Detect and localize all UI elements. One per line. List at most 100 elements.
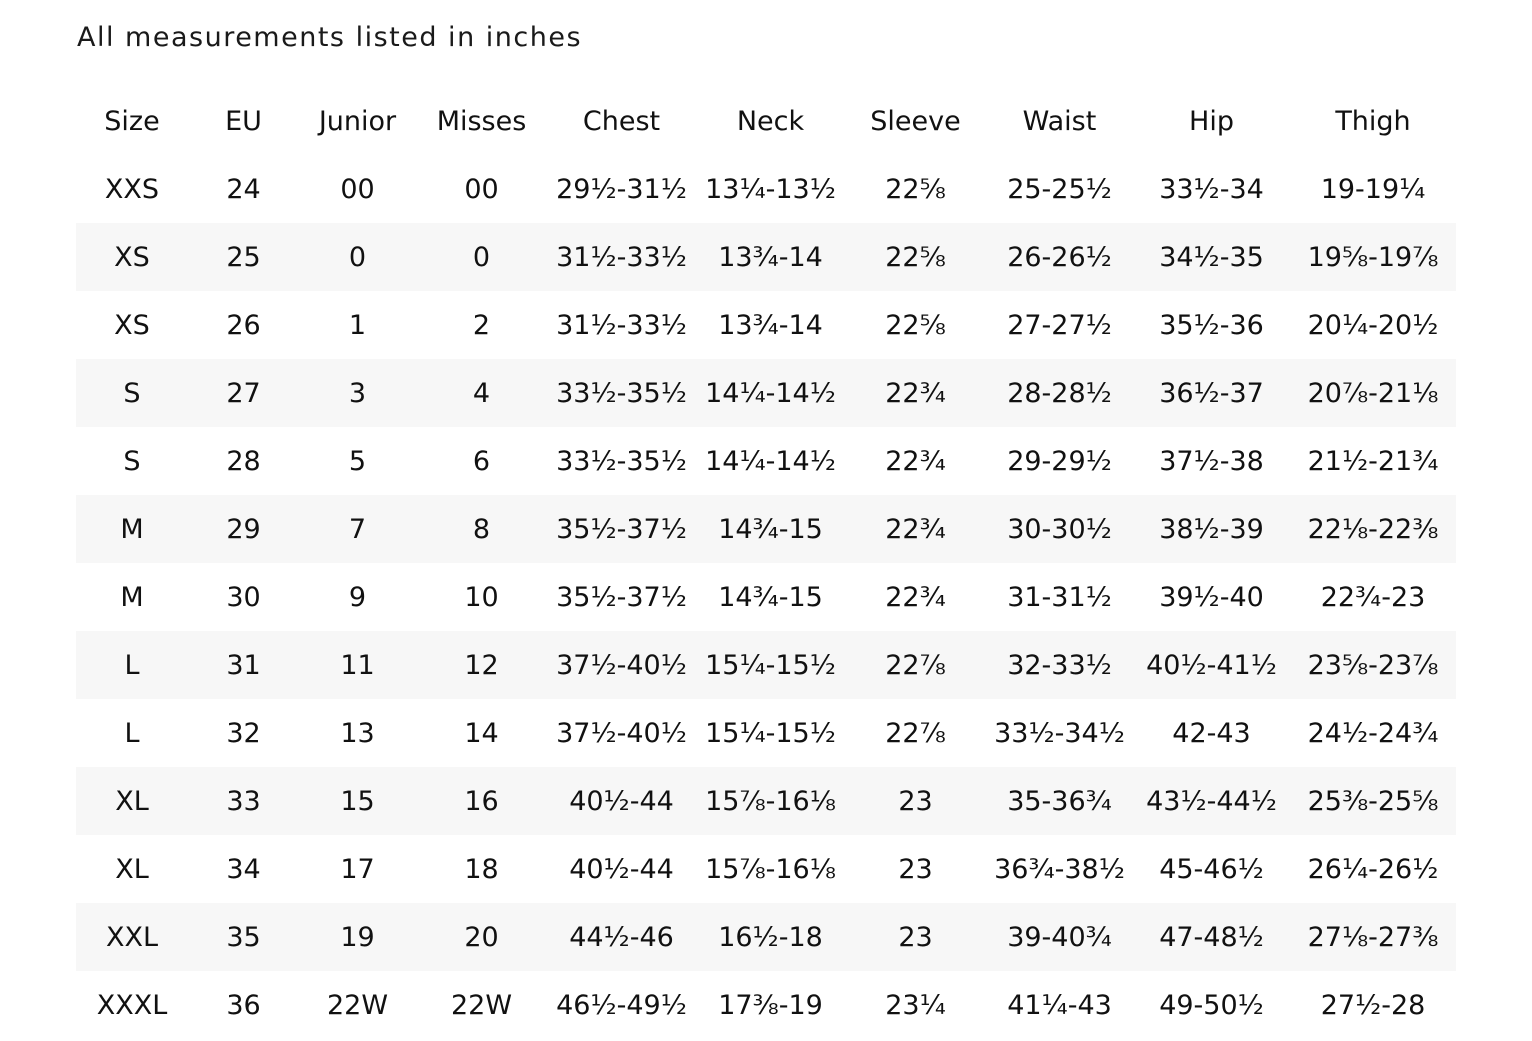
cell-waist: 31-31½: [1007, 581, 1112, 613]
cell-waist: 26-26½: [986, 223, 1133, 291]
cell-thigh: 25⅜-25⅝: [1290, 767, 1456, 835]
cell-chest: 31½-33½: [547, 223, 696, 291]
cell-waist: 39-40¾: [986, 903, 1133, 971]
cell-size: XS: [76, 223, 188, 291]
table-row: XL 34 17 18 40½-44 15⅞-16⅛ 23 36¾-38½ 45-46½ 26¼-…: [76, 835, 1456, 903]
table-row: XL 33 15 16 40½-44 15⅞-16⅛ 23 35-36¾ 43½-44½ 25⅜-…: [76, 767, 1456, 835]
cell-neck: 14¾-15: [718, 581, 823, 613]
cell-eu: 32: [226, 717, 261, 749]
table-row: M 29 7 8 35½-37½ 14¾-15 22¾ 30-30½ 38½-39 22⅛-22⅜: [76, 495, 1456, 563]
cell-waist: 41¼-43: [1007, 989, 1112, 1021]
cell-eu: 36: [226, 989, 261, 1021]
cell-neck: 13¼-13½: [705, 173, 836, 205]
cell-hip: 35½-36: [1159, 309, 1264, 341]
cell-eu: 25: [188, 223, 299, 291]
cell-waist: 33½-34½: [994, 717, 1125, 749]
cell-thigh: 27½-28: [1320, 989, 1426, 1021]
cell-neck: 15¼-15½: [696, 631, 845, 699]
cell-sleeve: 23: [845, 903, 986, 971]
cell-misses: 0: [416, 223, 547, 291]
cell-size: M: [76, 495, 188, 563]
column-header-thigh: Thigh: [1335, 105, 1411, 137]
cell-sleeve: 22¾: [885, 445, 946, 477]
cell-eu: 24: [226, 173, 261, 205]
cell-size: XXS: [104, 173, 160, 205]
cell-waist: 35-36¾: [986, 767, 1133, 835]
cell-neck: 17⅜-19: [718, 989, 823, 1021]
cell-size: S: [76, 359, 188, 427]
cell-sleeve: 22⅝: [885, 173, 946, 205]
cell-neck: 14¼-14½: [705, 445, 836, 477]
cell-thigh: 20⅞-21⅛: [1290, 359, 1456, 427]
cell-hip: 45-46½: [1159, 853, 1264, 885]
table-row: XXL 35 19 20 44½-46 16½-18 23 39-40¾ 47-48½ 27⅛-2…: [76, 903, 1456, 971]
cell-size: XL: [115, 853, 149, 885]
column-header-sleeve: Sleeve: [870, 105, 961, 137]
cell-neck: 15⅞-16⅛: [696, 767, 845, 835]
cell-waist: 25-25½: [1007, 173, 1112, 205]
cell-sleeve: 22⅞: [885, 717, 946, 749]
column-header-misses: Misses: [436, 105, 527, 137]
cell-size: L: [76, 631, 188, 699]
cell-junior: 00: [340, 173, 375, 205]
cell-waist: 28-28½: [986, 359, 1133, 427]
cell-junior: 19: [299, 903, 416, 971]
table-row: M 30 9 10 35½-37½ 14¾-15 22¾ 31-31½ 39½-40 22¾-23: [76, 563, 1456, 631]
table-row: S 28 5 6 33½-35½ 14¼-14½ 22¾ 29-29½ 37½-38 21½-21…: [76, 427, 1456, 495]
table-row: L 31 11 12 37½-40½ 15¼-15½ 22⅞ 32-33½ 40½-41½ 23⅝…: [76, 631, 1456, 699]
cell-chest: 29½-31½: [556, 173, 687, 205]
cell-chest: 33½-35½: [556, 445, 687, 477]
cell-misses: 12: [416, 631, 547, 699]
cell-chest: 31½-33½: [556, 309, 687, 341]
table-row: L 32 13 14 37½-40½ 15¼-15½ 22⅞ 33½-34½ 42-43 24½-…: [76, 699, 1456, 767]
cell-hip: 33½-34: [1159, 173, 1264, 205]
cell-sleeve: 23: [898, 853, 933, 885]
cell-thigh: 23⅝-23⅞: [1290, 631, 1456, 699]
cell-junior: 13: [340, 717, 375, 749]
cell-thigh: 27⅛-27⅜: [1290, 903, 1456, 971]
cell-junior: 0: [299, 223, 416, 291]
cell-thigh: 20¼-20½: [1307, 309, 1439, 341]
cell-misses: 20: [416, 903, 547, 971]
cell-junior: 15: [299, 767, 416, 835]
table-row: XS 26 1 2 31½-33½ 13¾-14 22⅝ 27-27½ 35½-36 20¼-20…: [76, 291, 1456, 359]
measurement-note: All measurements listed in inches: [77, 22, 583, 53]
column-header-size: Size: [104, 105, 160, 137]
cell-neck: 15¼-15½: [705, 717, 836, 749]
cell-eu: 31: [188, 631, 299, 699]
cell-thigh: 21½-21¾: [1307, 445, 1439, 477]
cell-size: S: [123, 445, 141, 477]
cell-junior: 7: [299, 495, 416, 563]
cell-thigh: 19⅝-19⅞: [1290, 223, 1456, 291]
cell-chest: 37½-40½: [556, 717, 687, 749]
cell-sleeve: 22⅞: [845, 631, 986, 699]
cell-misses: 22W: [450, 989, 513, 1021]
cell-eu: 26: [226, 309, 261, 341]
cell-misses: 2: [472, 309, 491, 341]
cell-size: L: [124, 717, 140, 749]
table-row: XXS 24 00 00 29½-31½ 13¼-13½ 22⅝ 25-25½ 33½-34 19…: [76, 155, 1456, 223]
cell-chest: 37½-40½: [547, 631, 696, 699]
cell-misses: 4: [416, 359, 547, 427]
cell-misses: 6: [472, 445, 491, 477]
cell-junior: 9: [348, 581, 367, 613]
cell-size: M: [120, 581, 144, 613]
cell-junior: 11: [299, 631, 416, 699]
cell-thigh: 26¼-26½: [1307, 853, 1439, 885]
cell-eu: 29: [188, 495, 299, 563]
cell-hip: 37½-38: [1159, 445, 1264, 477]
cell-eu: 27: [188, 359, 299, 427]
cell-eu: 35: [188, 903, 299, 971]
cell-neck: 14¾-15: [696, 495, 845, 563]
cell-sleeve: 22¾: [845, 495, 986, 563]
cell-sleeve: 22¾: [885, 581, 946, 613]
cell-misses: 00: [464, 173, 499, 205]
cell-misses: 14: [464, 717, 499, 749]
cell-junior: 1: [348, 309, 367, 341]
column-header-waist: Waist: [1022, 105, 1097, 137]
cell-eu: 30: [226, 581, 261, 613]
cell-thigh: 22¾-23: [1320, 581, 1426, 613]
cell-size: XS: [114, 309, 150, 341]
cell-size: XXXL: [96, 989, 168, 1021]
cell-junior: 22W: [326, 989, 389, 1021]
